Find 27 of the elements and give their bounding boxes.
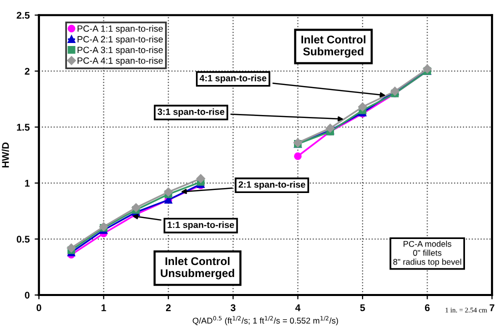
y-tick-label: 2.5 <box>16 12 30 19</box>
y-tick-label: 2 <box>24 68 30 75</box>
y-tick-label: 1.5 <box>16 124 30 131</box>
y-tick-label: 1 <box>25 180 30 187</box>
y-axis-title: HW/D <box>2 142 9 168</box>
annotation: PC-A models 0" fillets 8" radius top bevel <box>393 240 462 266</box>
y-tick-label: 0.5 <box>16 236 30 243</box>
x-tick-label: 7 <box>490 304 494 312</box>
x-tick-label: 2 <box>166 304 171 312</box>
x-tick-label: 0 <box>36 304 42 312</box>
x-tick-label: 4 <box>295 304 300 312</box>
annotation: 2:1 span-to-rise <box>238 181 306 190</box>
x-tick-label: 6 <box>424 304 430 312</box>
legend-label: PC-A 4:1 span-to-rise <box>78 57 163 66</box>
legend-label: PC-A 2:1 span-to-rise <box>78 36 163 44</box>
annotation: Inlet Control Unsubmerged <box>160 256 234 280</box>
x-tick-label: 1 <box>102 304 106 312</box>
x-tick-label: 3 <box>230 304 236 312</box>
x-tick-label: 5 <box>360 304 365 312</box>
text: Q/AD$^{0.5}$ (ft$^{1/2}$/s; 1 ft$^{1/2}$/s = 0.552 m$^{1/2}$/s) <box>192 316 338 326</box>
annotation: 1:1 span-to-rise <box>168 221 234 230</box>
legend-label: PC-A 1:1 span-to-rise <box>78 25 163 34</box>
annotation: Inlet Control Submerged <box>301 35 366 58</box>
annotation: 3:1 span-to-rise <box>158 108 224 117</box>
y-tick-label: 0 <box>24 292 30 299</box>
annotation: 4:1 span-to-rise <box>200 74 266 84</box>
legend-label: PC-A 3:1 span-to-rise <box>78 46 163 55</box>
